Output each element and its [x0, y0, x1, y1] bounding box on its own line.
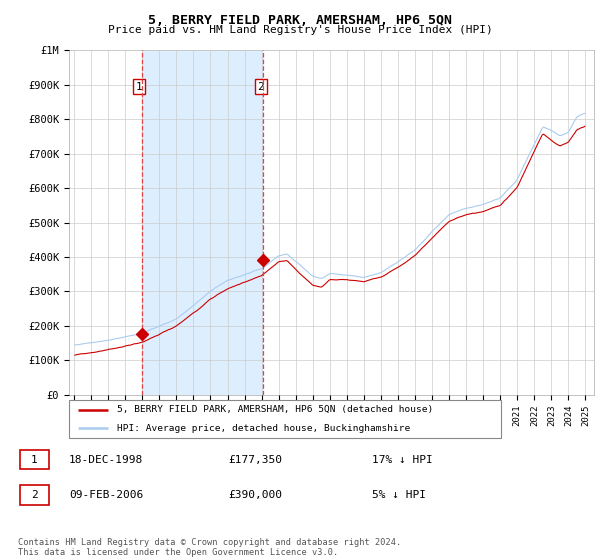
- Text: 2: 2: [31, 490, 38, 500]
- Text: Price paid vs. HM Land Registry's House Price Index (HPI): Price paid vs. HM Land Registry's House …: [107, 25, 493, 35]
- Text: 5, BERRY FIELD PARK, AMERSHAM, HP6 5QN: 5, BERRY FIELD PARK, AMERSHAM, HP6 5QN: [148, 14, 452, 27]
- Text: 2: 2: [257, 82, 265, 92]
- Text: HPI: Average price, detached house, Buckinghamshire: HPI: Average price, detached house, Buck…: [116, 423, 410, 432]
- Text: 09-FEB-2006: 09-FEB-2006: [69, 490, 143, 500]
- Text: 18-DEC-1998: 18-DEC-1998: [69, 455, 143, 465]
- FancyBboxPatch shape: [20, 450, 49, 469]
- Text: 5, BERRY FIELD PARK, AMERSHAM, HP6 5QN (detached house): 5, BERRY FIELD PARK, AMERSHAM, HP6 5QN (…: [116, 405, 433, 414]
- FancyBboxPatch shape: [20, 486, 49, 505]
- Text: Contains HM Land Registry data © Crown copyright and database right 2024.
This d: Contains HM Land Registry data © Crown c…: [18, 538, 401, 557]
- FancyBboxPatch shape: [69, 400, 501, 438]
- Text: 1: 1: [31, 455, 38, 465]
- Text: £390,000: £390,000: [228, 490, 282, 500]
- Text: £177,350: £177,350: [228, 455, 282, 465]
- Text: 17% ↓ HPI: 17% ↓ HPI: [372, 455, 433, 465]
- Bar: [142, 50, 263, 395]
- Text: 1: 1: [136, 82, 142, 92]
- Text: 5% ↓ HPI: 5% ↓ HPI: [372, 490, 426, 500]
